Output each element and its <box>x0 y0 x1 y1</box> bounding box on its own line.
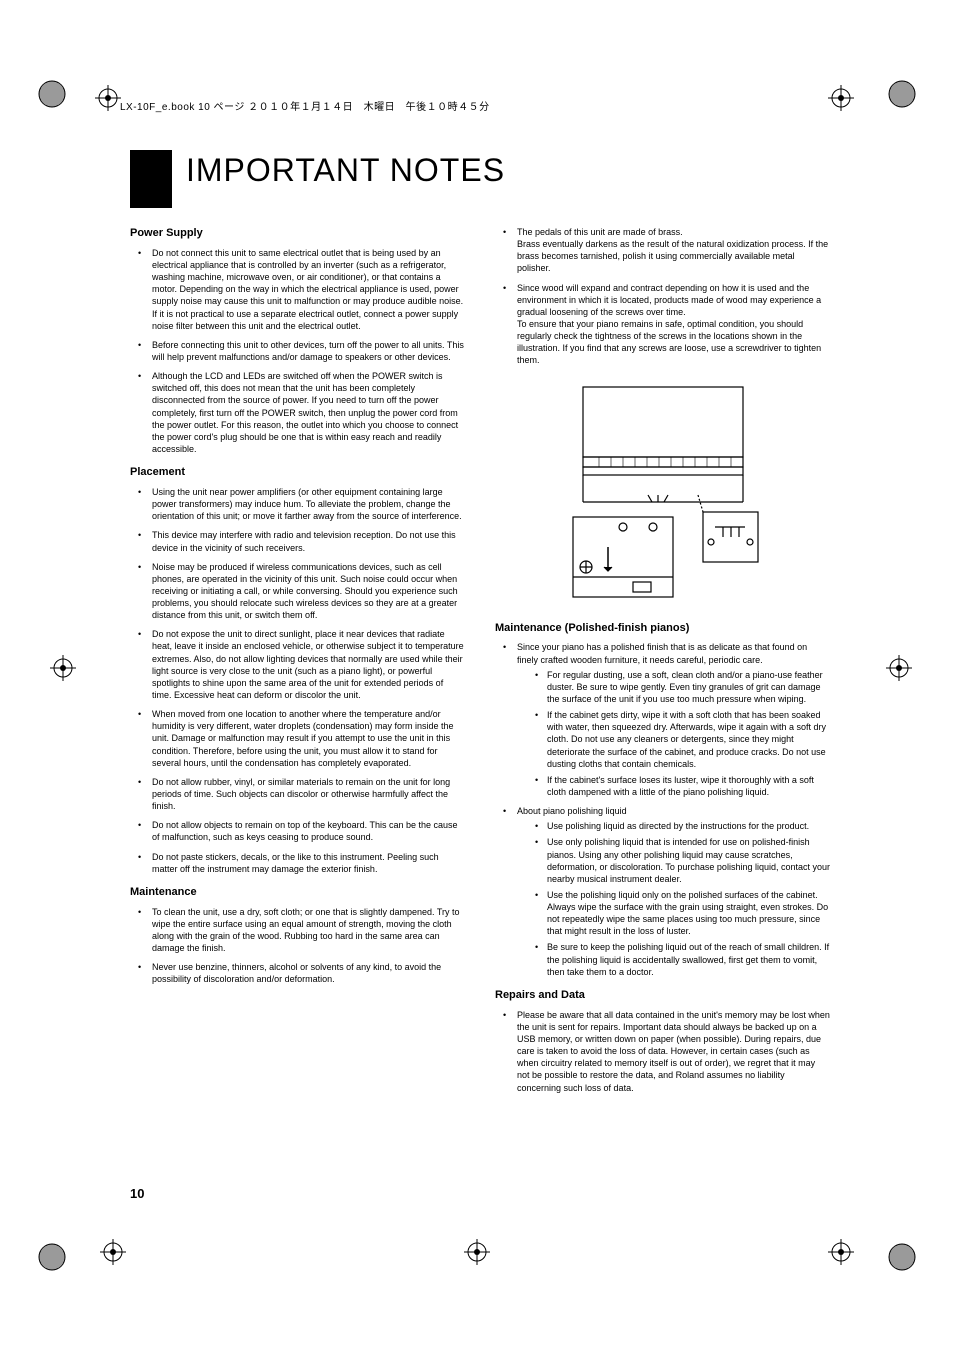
list-item-text: Since your piano has a polished finish t… <box>517 642 807 664</box>
list-item: When moved from one location to another … <box>142 708 465 769</box>
print-mark-icon <box>888 1243 916 1271</box>
list-item: Do not expose the unit to direct sunligh… <box>142 628 465 701</box>
list-item: Since wood will expand and contract depe… <box>507 282 830 367</box>
list-item: For regular dusting, use a soft, clean c… <box>537 669 830 705</box>
list-item: Please be aware that all data contained … <box>507 1009 830 1094</box>
title-tab <box>130 150 172 208</box>
crosshair-icon <box>886 655 912 681</box>
piano-diagram <box>553 377 773 607</box>
crosshair-icon <box>464 1239 490 1265</box>
section-heading-placement: Placement <box>130 465 465 480</box>
print-mark-icon <box>888 80 916 108</box>
list-item: Use only polishing liquid that is intend… <box>537 836 830 885</box>
section-heading-repairs-data: Repairs and Data <box>495 988 830 1003</box>
right-column: The pedals of this unit are made of bras… <box>495 226 830 1101</box>
list-item: Be sure to keep the polishing liquid out… <box>537 941 830 977</box>
list-item: To clean the unit, use a dry, soft cloth… <box>142 906 465 955</box>
list-item: Never use benzine, thinners, alcohol or … <box>142 961 465 985</box>
section-heading-maintenance-polished: Maintenance (Polished-finish pianos) <box>495 621 830 636</box>
list-item: Do not connect this unit to same electri… <box>142 247 465 332</box>
list-item: If the cabinet gets dirty, wipe it with … <box>537 709 830 770</box>
list-item: Do not allow objects to remain on top of… <box>142 819 465 843</box>
crosshair-icon <box>828 85 854 111</box>
crosshair-icon <box>95 85 121 111</box>
list-item: Noise may be produced if wireless commun… <box>142 561 465 622</box>
crosshair-icon <box>828 1239 854 1265</box>
list-item: Before connecting this unit to other dev… <box>142 339 465 363</box>
print-mark-icon <box>38 80 66 108</box>
crosshair-icon <box>100 1239 126 1265</box>
list-item-text: About piano polishing liquid <box>517 806 627 816</box>
section-heading-power-supply: Power Supply <box>130 226 465 241</box>
list-item: Do not paste stickers, decals, or the li… <box>142 851 465 875</box>
list-item: Since your piano has a polished finish t… <box>507 641 830 798</box>
list-item: Use polishing liquid as directed by the … <box>537 820 830 832</box>
left-column: Power Supply Do not connect this unit to… <box>130 226 465 1101</box>
page-title: IMPORTANT NOTES <box>186 152 505 189</box>
list-item: Using the unit near power amplifiers (or… <box>142 486 465 522</box>
content-area: Power Supply Do not connect this unit to… <box>130 226 830 1101</box>
list-item: About piano polishing liquid Use polishi… <box>507 805 830 978</box>
print-mark-icon <box>38 1243 66 1271</box>
list-item: Use the polishing liquid only on the pol… <box>537 889 830 938</box>
page-number: 10 <box>130 1186 144 1201</box>
list-item: Although the LCD and LEDs are switched o… <box>142 370 465 455</box>
list-item: If the cabinet's surface loses its luste… <box>537 774 830 798</box>
list-item: The pedals of this unit are made of bras… <box>507 226 830 275</box>
section-heading-maintenance: Maintenance <box>130 885 465 900</box>
list-item: This device may interfere with radio and… <box>142 529 465 553</box>
document-header-text: LX-10F_e.book 10 ページ ２０１０年１月１４日 木曜日 午後１０… <box>120 98 490 113</box>
list-item: Do not allow rubber, vinyl, or similar m… <box>142 776 465 812</box>
crosshair-icon <box>50 655 76 681</box>
